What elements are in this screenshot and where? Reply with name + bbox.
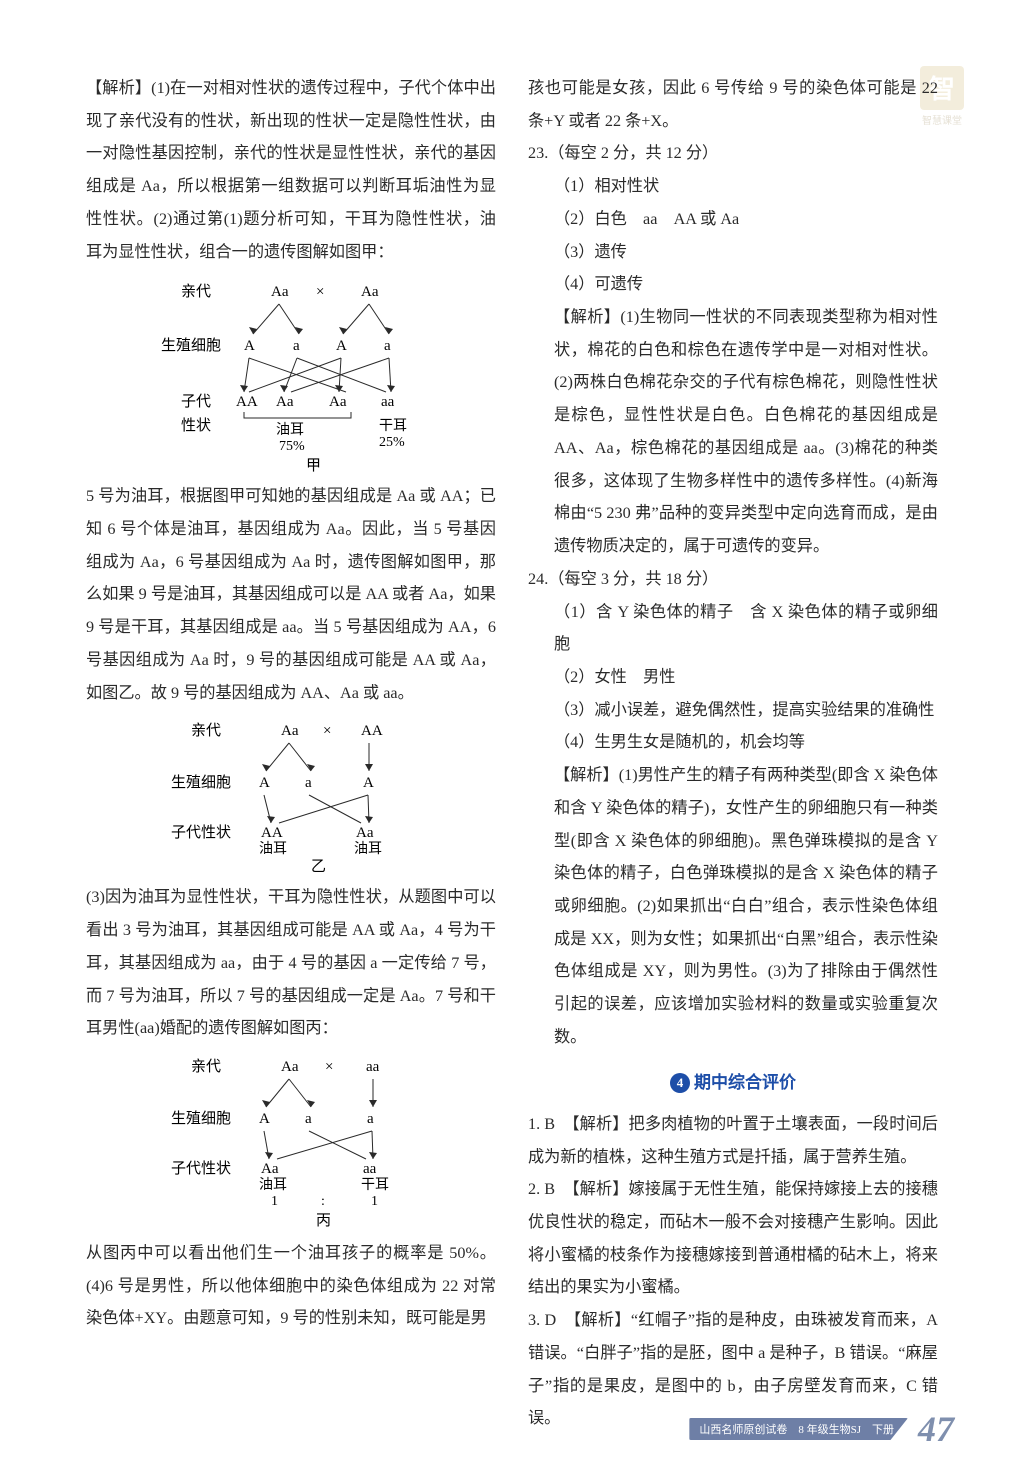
q24-a4: （4）生男生女是随机的，机会均等 xyxy=(528,726,938,759)
q23-head: 23.（每空 2 分，共 12 分） xyxy=(528,137,938,170)
svg-text:A: A xyxy=(336,338,347,354)
svg-text:油耳: 油耳 xyxy=(354,841,382,857)
left-column: 【解析】(1)在一对相对性状的遗传过程中，子代个体中出现了亲代没有的性状，新出现… xyxy=(86,72,496,1420)
diagram-jia-label: 甲 xyxy=(306,458,321,474)
svg-text:生殖细胞: 生殖细胞 xyxy=(161,337,221,354)
mc2: 2. B 【解析】嫁接属于无性生殖，能保持嫁接上去的接穗优良性状的稳定，而砧木一… xyxy=(528,1173,938,1304)
svg-text:AA: AA xyxy=(261,825,283,841)
svg-text:A: A xyxy=(259,775,270,791)
svg-text:aa: aa xyxy=(381,394,395,410)
svg-text:亲代: 亲代 xyxy=(191,722,221,739)
q24-exp: 【解析】(1)男性产生的精子有两种类型(即含 X 染色体和含 Y 染色体的精子)… xyxy=(528,759,938,1053)
right-column: 孩也可能是女孩，因此 6 号传给 9 号的染色体可能是 22 条+Y 或者 22… xyxy=(528,72,938,1420)
svg-text:a: a xyxy=(305,775,312,791)
q24-head: 24.（每空 3 分，共 18 分） xyxy=(528,563,938,596)
svg-text:生殖细胞: 生殖细胞 xyxy=(171,1110,231,1127)
q23-exp: 【解析】(1)生物同一性状的不同表现类型称为相对性状，棉花的白色和棕色在遗传学中… xyxy=(528,301,938,563)
footer-label: 山西名师原创试卷 8 年级生物SJ 下册 xyxy=(689,1418,908,1440)
svg-text:AA: AA xyxy=(361,723,383,739)
svg-text:子代: 子代 xyxy=(181,393,211,410)
diagram-bing-label: 丙 xyxy=(316,1213,331,1229)
svg-text:油耳: 油耳 xyxy=(259,1177,287,1193)
svg-text:a: a xyxy=(384,338,391,354)
q23-a3: （3）遗传 xyxy=(528,236,938,269)
svg-text:性状: 性状 xyxy=(181,417,211,434)
svg-text:生殖细胞: 生殖细胞 xyxy=(171,774,231,791)
svg-text:×: × xyxy=(323,723,331,739)
diagram-yi-label: 乙 xyxy=(311,859,326,875)
svg-text:1: 1 xyxy=(271,1194,278,1209)
svg-text:亲代: 亲代 xyxy=(191,1058,221,1075)
svg-text:子代性状: 子代性状 xyxy=(171,824,231,841)
svg-text:a: a xyxy=(367,1111,374,1127)
analysis-p4: 从图丙中可以看出他们生一个油耳孩子的概率是 50%。(4)6 号是男性，所以他体… xyxy=(86,1237,496,1335)
svg-text:aa: aa xyxy=(363,1161,377,1177)
q24-a2: （2）女性 男性 xyxy=(528,661,938,694)
page-content: 【解析】(1)在一对相对性状的遗传过程中，子代个体中出现了亲代没有的性状，新出现… xyxy=(86,72,938,1420)
analysis-p2: 5 号为油耳，根据图甲可知她的基因组成是 Aa 或 AA；已知 6 号个体是油耳… xyxy=(86,480,496,709)
section-header: 4 期中综合评价 xyxy=(528,1066,938,1100)
svg-text:Aa: Aa xyxy=(276,394,294,410)
svg-text:A: A xyxy=(259,1111,270,1127)
svg-text:a: a xyxy=(293,338,300,354)
svg-text:×: × xyxy=(325,1059,333,1075)
svg-text::: : xyxy=(321,1194,325,1209)
diagram-jia: 亲代 Aa × Aa 生殖细胞 A a A a xyxy=(86,274,496,474)
svg-text:AA: AA xyxy=(236,394,258,410)
q23-a4: （4）可遗传 xyxy=(528,268,938,301)
svg-text:油耳: 油耳 xyxy=(276,422,304,438)
svg-text:子代性状: 子代性状 xyxy=(171,1160,231,1177)
svg-text:×: × xyxy=(316,284,324,300)
analysis-p3: (3)因为油耳为显性性状，干耳为隐性性状，从题图中可以看出 3 号为油耳，其基因… xyxy=(86,881,496,1045)
analysis-p1: 【解析】(1)在一对相对性状的遗传过程中，子代个体中出现了亲代没有的性状，新出现… xyxy=(86,72,496,268)
svg-text:Aa: Aa xyxy=(356,825,374,841)
diagram-bing: 亲代 Aa × aa 生殖细胞 A a a 子代性状 xyxy=(86,1051,496,1231)
section-title: 期中综合评价 xyxy=(694,1066,796,1100)
svg-text:75%: 75% xyxy=(279,439,305,454)
svg-text:1: 1 xyxy=(371,1194,378,1209)
svg-text:A: A xyxy=(363,775,374,791)
svg-text:Aa: Aa xyxy=(329,394,347,410)
svg-text:干耳: 干耳 xyxy=(379,419,407,434)
diagram-yi: 亲代 Aa × AA 生殖细胞 A a A 子代性状 xyxy=(86,715,496,875)
section-number-icon: 4 xyxy=(670,1073,690,1093)
svg-text:a: a xyxy=(305,1111,312,1127)
page-footer: 山西名师原创试卷 8 年级生物SJ 下册 47 xyxy=(689,1408,954,1450)
q24-a1: （1）含 Y 染色体的精子 含 X 染色体的精子或卵细胞 xyxy=(528,596,938,661)
svg-text:aa: aa xyxy=(366,1059,380,1075)
q23-a1: （1）相对性状 xyxy=(528,170,938,203)
svg-text:亲代: 亲代 xyxy=(181,283,211,300)
svg-text:Aa: Aa xyxy=(361,284,379,300)
q23-a2: （2）白色 aa AA 或 Aa xyxy=(528,203,938,236)
svg-text:干耳: 干耳 xyxy=(361,1178,389,1193)
svg-text:Aa: Aa xyxy=(261,1161,279,1177)
svg-text:25%: 25% xyxy=(379,435,405,450)
q24-a3: （3）减小误差，避免偶然性，提高实验结果的准确性 xyxy=(528,694,938,727)
svg-text:A: A xyxy=(244,338,255,354)
svg-text:Aa: Aa xyxy=(281,723,299,739)
mc1: 1. B 【解析】把多肉植物的叶置于土壤表面，一段时间后成为新的植株，这种生殖方… xyxy=(528,1108,938,1173)
svg-text:Aa: Aa xyxy=(271,284,289,300)
cont-p1: 孩也可能是女孩，因此 6 号传给 9 号的染色体可能是 22 条+Y 或者 22… xyxy=(528,72,938,137)
page-number: 47 xyxy=(918,1408,954,1450)
svg-text:Aa: Aa xyxy=(281,1059,299,1075)
svg-text:油耳: 油耳 xyxy=(259,841,287,857)
